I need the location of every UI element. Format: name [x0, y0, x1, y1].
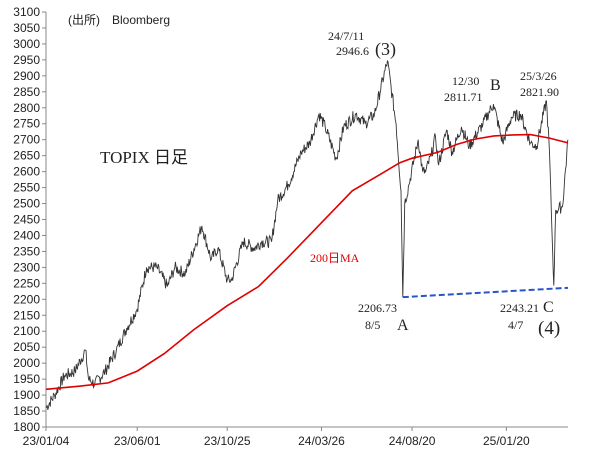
- series-layer: [45, 59, 569, 410]
- y-tick-label: 2700: [13, 133, 40, 147]
- c-peak-value: 2821.90: [520, 85, 559, 99]
- y-tick-label: 2200: [13, 292, 40, 306]
- wave-4-label: (4): [538, 318, 560, 339]
- y-tick-label: 1800: [13, 420, 40, 434]
- low-a-value: 2206.73: [358, 301, 397, 315]
- y-tick-label: 2250: [13, 276, 40, 290]
- y-tick-label: 2500: [13, 197, 40, 211]
- wave-c-label: C: [543, 299, 554, 316]
- y-tick-label: 3050: [13, 21, 40, 35]
- peak-b-date: 12/30: [452, 74, 479, 88]
- x-tick-label: 24/03/26: [298, 434, 345, 448]
- wave-3-label: (3): [375, 39, 396, 60]
- y-tick-label: 2150: [13, 308, 40, 322]
- y-tick-label: 2600: [13, 165, 40, 179]
- y-tick-label: 2400: [13, 228, 40, 242]
- y-tick-label: 2000: [13, 356, 40, 370]
- ma-200-line: [45, 133, 569, 391]
- y-tick-label: 2850: [13, 85, 40, 99]
- peak-b-value: 2811.71: [444, 90, 483, 104]
- x-tick-label: 25/01/20: [483, 434, 530, 448]
- y-tick-label: 2350: [13, 244, 40, 258]
- y-tick-label: 2300: [13, 260, 40, 274]
- y-tick-label: 2450: [13, 213, 40, 227]
- peak-value: 2946.6: [336, 44, 369, 58]
- y-tick-label: 2650: [13, 149, 40, 163]
- x-tick-label: 23/10/25: [204, 434, 251, 448]
- y-tick-label: 2050: [13, 340, 40, 354]
- y-tick-label: 2900: [13, 69, 40, 83]
- x-axis: 23/01/04 23/06/01 23/10/25 24/03/26 24/08/20…: [23, 427, 530, 448]
- peak-date: 24/7/11: [328, 29, 364, 43]
- plot-frame: [45, 12, 568, 428]
- c-peak-date: 25/3/26: [520, 69, 557, 83]
- support-trendline: [402, 286, 569, 299]
- y-axis: 1800 1850 1900 1950 2000 2050 2100 2150 2200 2250…: [13, 5, 46, 434]
- low-c-date: 4/7: [508, 318, 523, 332]
- source-note: (出所) Bloomberg: [68, 13, 170, 27]
- x-tick-label: 24/08/20: [389, 434, 436, 448]
- low-a-date: 8/5: [365, 318, 380, 332]
- wave-b-label: B: [490, 77, 501, 94]
- y-tick-label: 3000: [13, 37, 40, 51]
- chart-title: TOPIX 日足: [100, 148, 188, 167]
- y-tick-label: 3100: [13, 5, 40, 19]
- y-tick-label: 2800: [13, 101, 40, 115]
- y-tick-label: 1900: [13, 388, 40, 402]
- y-tick-label: 1950: [13, 372, 40, 386]
- x-tick-label: 23/01/04: [23, 434, 70, 448]
- ma-label: 200日MA: [310, 251, 360, 265]
- y-tick-label: 2950: [13, 53, 40, 67]
- wave-a-label: A: [397, 317, 409, 334]
- y-tick-label: 2100: [13, 324, 40, 338]
- y-tick-label: 2750: [13, 117, 40, 131]
- low-c-value: 2243.21: [500, 301, 539, 315]
- y-tick-label: 2550: [13, 181, 40, 195]
- x-tick-label: 23/06/01: [114, 434, 161, 448]
- y-tick-label: 1850: [13, 404, 40, 418]
- topix-price-line: [45, 59, 569, 410]
